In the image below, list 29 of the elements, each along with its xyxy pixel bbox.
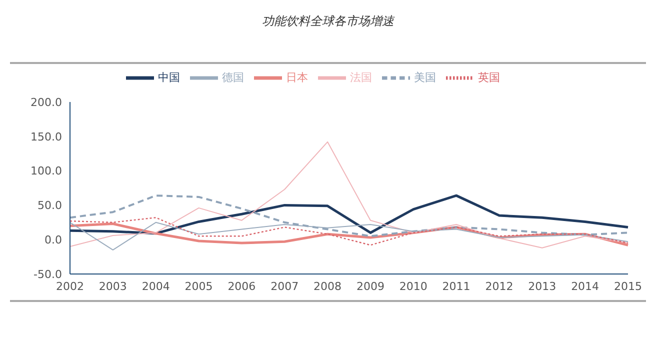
y-tick-label: -50.0 — [34, 268, 62, 281]
x-tick-label: 2015 — [614, 280, 642, 293]
y-tick-label: 50.0 — [38, 199, 62, 212]
x-tick-label: 2004 — [142, 280, 170, 293]
x-tick-label: 2005 — [184, 280, 213, 293]
x-tick-label: 2011 — [442, 280, 470, 293]
x-tick-label: 2002 — [56, 280, 84, 293]
x-tick-label: 2013 — [528, 280, 556, 293]
x-tick-label: 2012 — [485, 280, 514, 293]
legend-label: 美国 — [414, 71, 436, 84]
line-series — [70, 141, 628, 248]
y-tick-label: 150.0 — [30, 130, 62, 144]
legend-label: 中国 — [158, 71, 180, 84]
x-tick-label: 2006 — [228, 280, 256, 293]
x-tick-label: 2009 — [356, 280, 384, 293]
x-tick-label: 2007 — [270, 280, 299, 293]
x-tick-label: 2010 — [399, 280, 428, 293]
legend-label: 日本 — [286, 71, 308, 84]
line-series — [69, 216, 629, 246]
legend-label: 法国 — [350, 71, 372, 84]
x-tick-label: 2003 — [98, 280, 127, 293]
y-tick-label: 200.0 — [30, 96, 62, 109]
chart-title: 功能饮料全球各市场增速 — [261, 13, 396, 30]
y-tick-label: 0.0 — [44, 234, 62, 247]
legend-label: 英国 — [478, 71, 500, 84]
legend-label: 德国 — [222, 71, 244, 84]
x-tick-label: 2014 — [571, 280, 600, 293]
x-tick-label: 2008 — [314, 280, 342, 293]
y-tick-label: 100.0 — [30, 164, 62, 178]
